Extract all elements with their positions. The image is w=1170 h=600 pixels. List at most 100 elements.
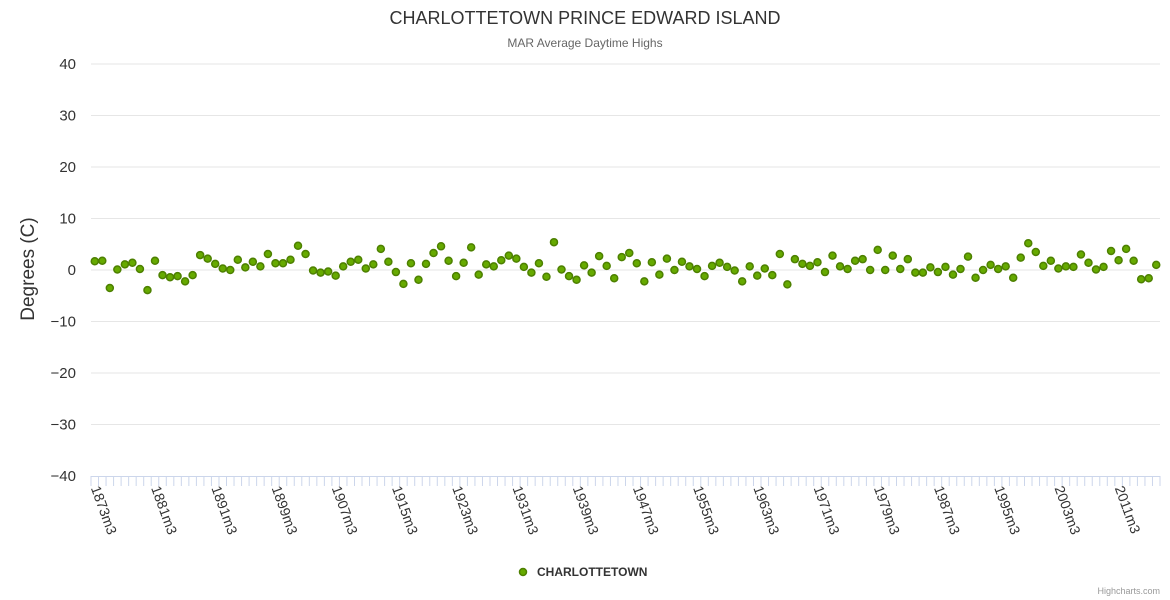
data-point[interactable] (460, 259, 467, 266)
data-point[interactable] (1108, 247, 1115, 254)
data-point[interactable] (1145, 275, 1152, 282)
data-point[interactable] (1123, 245, 1130, 252)
data-point[interactable] (317, 269, 324, 276)
data-point[interactable] (1032, 248, 1039, 255)
data-point[interactable] (1085, 259, 1092, 266)
data-point[interactable] (483, 261, 490, 268)
data-point[interactable] (671, 267, 678, 274)
data-point[interactable] (581, 262, 588, 269)
data-point[interactable] (949, 271, 956, 278)
data-point[interactable] (761, 265, 768, 272)
data-point[interactable] (219, 265, 226, 272)
data-point[interactable] (1115, 257, 1122, 264)
data-point[interactable] (694, 265, 701, 272)
data-point[interactable] (874, 246, 881, 253)
data-point[interactable] (129, 259, 136, 266)
data-point[interactable] (566, 273, 573, 280)
data-point[interactable] (151, 257, 158, 264)
data-point[interactable] (1070, 263, 1077, 270)
data-point[interactable] (144, 287, 151, 294)
data-point[interactable] (724, 263, 731, 270)
data-point[interactable] (776, 251, 783, 258)
data-point[interactable] (295, 242, 302, 249)
data-point[interactable] (731, 267, 738, 274)
data-point[interactable] (603, 262, 610, 269)
data-point[interactable] (430, 250, 437, 257)
data-point[interactable] (897, 265, 904, 272)
data-point[interactable] (739, 278, 746, 285)
data-point[interactable] (302, 251, 309, 258)
data-point[interactable] (942, 263, 949, 270)
data-point[interactable] (257, 263, 264, 270)
data-point[interactable] (837, 263, 844, 270)
data-point[interactable] (332, 272, 339, 279)
data-point[interactable] (995, 265, 1002, 272)
data-point[interactable] (1055, 265, 1062, 272)
data-point[interactable] (182, 278, 189, 285)
data-point[interactable] (806, 262, 813, 269)
data-point[interactable] (588, 269, 595, 276)
data-point[interactable] (980, 267, 987, 274)
data-point[interactable] (189, 272, 196, 279)
data-point[interactable] (453, 273, 460, 280)
data-point[interactable] (242, 264, 249, 271)
legend[interactable]: CHARLOTTETOWN (520, 565, 648, 579)
data-point[interactable] (965, 253, 972, 260)
data-point[interactable] (159, 272, 166, 279)
data-point[interactable] (445, 257, 452, 264)
data-point[interactable] (520, 263, 527, 270)
data-point[interactable] (550, 239, 557, 246)
data-point[interactable] (1062, 263, 1069, 270)
data-point[interactable] (596, 253, 603, 260)
data-point[interactable] (377, 245, 384, 252)
data-point[interactable] (852, 257, 859, 264)
data-point[interactable] (716, 259, 723, 266)
data-point[interactable] (663, 255, 670, 262)
data-point[interactable] (212, 260, 219, 267)
data-point[interactable] (385, 258, 392, 265)
data-point[interactable] (106, 285, 113, 292)
data-point[interactable] (889, 252, 896, 259)
data-point[interactable] (310, 267, 317, 274)
data-point[interactable] (957, 265, 964, 272)
data-point[interactable] (859, 256, 866, 263)
data-point[interactable] (528, 269, 535, 276)
data-point[interactable] (867, 267, 874, 274)
data-point[interactable] (799, 260, 806, 267)
data-point[interactable] (490, 263, 497, 270)
data-point[interactable] (1002, 263, 1009, 270)
data-point[interactable] (648, 259, 655, 266)
data-point[interactable] (543, 273, 550, 280)
data-point[interactable] (754, 272, 761, 279)
data-point[interactable] (498, 257, 505, 264)
data-point[interactable] (972, 274, 979, 281)
data-point[interactable] (1010, 274, 1017, 281)
data-point[interactable] (234, 256, 241, 263)
data-point[interactable] (423, 260, 430, 267)
data-point[interactable] (362, 265, 369, 272)
data-point[interactable] (400, 280, 407, 287)
data-point[interactable] (347, 258, 354, 265)
data-point[interactable] (1040, 262, 1047, 269)
data-point[interactable] (340, 263, 347, 270)
data-point[interactable] (475, 271, 482, 278)
data-point[interactable] (438, 243, 445, 250)
data-point[interactable] (656, 271, 663, 278)
data-point[interactable] (1100, 263, 1107, 270)
data-point[interactable] (573, 276, 580, 283)
data-point[interactable] (829, 252, 836, 259)
data-point[interactable] (1047, 257, 1054, 264)
data-point[interactable] (1153, 261, 1160, 268)
data-point[interactable] (204, 255, 211, 262)
data-point[interactable] (167, 274, 174, 281)
data-point[interactable] (1025, 240, 1032, 247)
data-point[interactable] (505, 252, 512, 259)
data-point[interactable] (407, 260, 414, 267)
data-point[interactable] (641, 278, 648, 285)
data-point[interactable] (1077, 251, 1084, 258)
data-point[interactable] (249, 258, 256, 265)
credits-link[interactable]: Highcharts.com (1097, 586, 1160, 596)
data-point[interactable] (987, 261, 994, 268)
data-point[interactable] (904, 256, 911, 263)
data-point[interactable] (174, 273, 181, 280)
